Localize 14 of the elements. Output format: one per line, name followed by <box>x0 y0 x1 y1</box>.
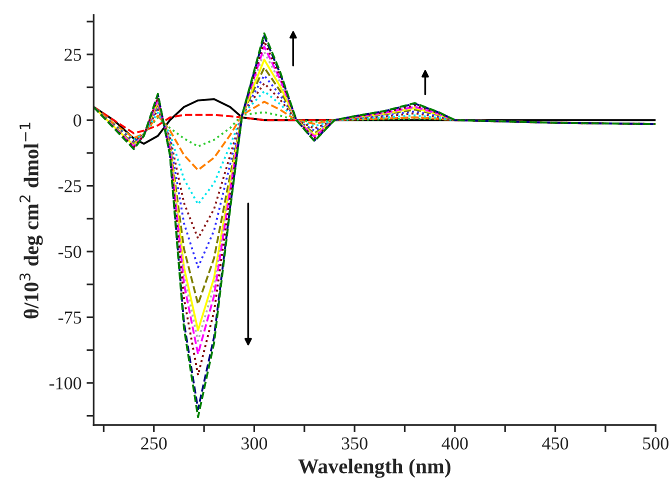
y-tick-label: -100 <box>49 377 82 390</box>
x-tick-label: 400 <box>442 437 468 450</box>
x-tick-label: 300 <box>242 437 268 450</box>
y-tick-label: 25 <box>64 48 82 61</box>
x-tick-label: 250 <box>141 437 167 450</box>
x-tick-label: 350 <box>342 437 368 450</box>
x-axis-title: Wavelength (nm) <box>298 458 450 478</box>
y-axis-title: θ/10$^{3}$ deg cm$^{2}$ dmol$^{−1}$ <box>19 122 43 318</box>
y-tick-label: -75 <box>58 312 82 324</box>
x-tick-label: 450 <box>542 437 568 450</box>
y-tick-label: 0 <box>74 114 82 127</box>
y-tick-label: -50 <box>58 246 82 258</box>
y-tick-label: -25 <box>58 180 82 192</box>
x-tick-label: 500 <box>643 437 668 450</box>
